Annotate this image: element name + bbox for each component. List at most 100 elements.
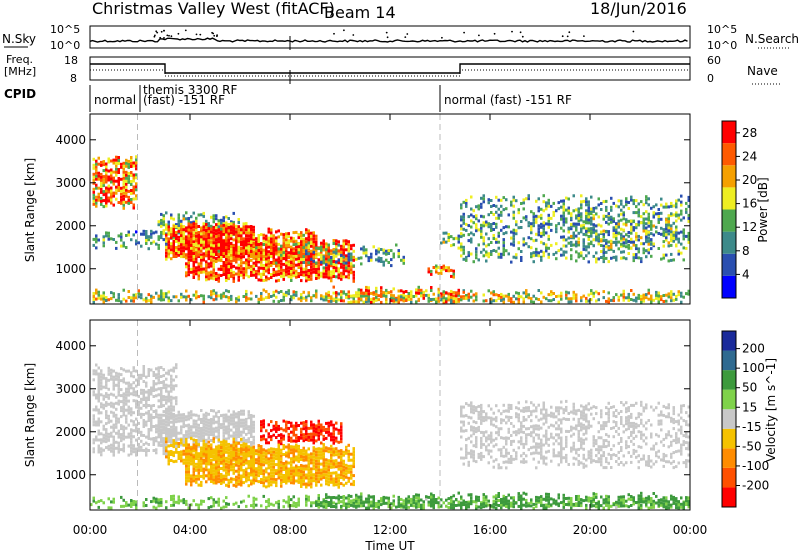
- heatmap-cell: [502, 253, 505, 257]
- heatmap-cell: [287, 272, 290, 276]
- heatmap-cell: [210, 293, 213, 297]
- heatmap-cell: [135, 369, 138, 373]
- heatmap-cell: [250, 435, 253, 438]
- heatmap-cell: [230, 250, 233, 254]
- heatmap-cell: [287, 244, 290, 248]
- heatmap-cell: [365, 288, 368, 292]
- heatmap-cell: [325, 430, 328, 434]
- heatmap-cell: [97, 417, 100, 421]
- heatmap-cell: [227, 290, 230, 294]
- heatmap-cell: [587, 206, 590, 210]
- heatmap-cell: [257, 246, 260, 249]
- heatmap-cell: [512, 294, 515, 298]
- heatmap-cell: [125, 170, 128, 174]
- heatmap-cell: [207, 277, 210, 281]
- heatmap-cell: [215, 420, 218, 424]
- heatmap-cell: [250, 432, 253, 435]
- heatmap-cell: [340, 434, 343, 438]
- heatmap-cell: [92, 378, 95, 382]
- heatmap-cell: [187, 240, 190, 244]
- heatmap-cell: [265, 237, 268, 241]
- heatmap-cell: [442, 267, 445, 271]
- heatmap-cell: [170, 368, 173, 372]
- heatmap-cell: [180, 443, 183, 447]
- heatmap-cell: [642, 226, 645, 230]
- heatmap-cell: [682, 258, 685, 262]
- heatmap-cell: [215, 445, 218, 449]
- heatmap-cell: [162, 431, 165, 435]
- heatmap-cell: [270, 273, 273, 276]
- heatmap-cell: [215, 451, 218, 455]
- heatmap-cell: [100, 450, 103, 454]
- heatmap-cell: [157, 375, 160, 379]
- heatmap-cell: [585, 299, 588, 303]
- heatmap-cell: [122, 410, 125, 414]
- heatmap-cell: [162, 232, 165, 236]
- heatmap-cell: [112, 414, 115, 418]
- heatmap-cell: [352, 249, 355, 253]
- heatmap-cell: [560, 205, 563, 209]
- heatmap-cell: [642, 217, 645, 221]
- heatmap-cell: [207, 271, 210, 275]
- heatmap-cell: [175, 430, 178, 434]
- heatmap-cell: [260, 438, 263, 442]
- heatmap-cell: [150, 416, 153, 420]
- heatmap-cell: [255, 246, 258, 250]
- heatmap-cell: [267, 295, 270, 299]
- heatmap-cell: [450, 297, 453, 301]
- heatmap-cell: [600, 256, 603, 259]
- heatmap-cell: [330, 262, 333, 265]
- heatmap-cell: [557, 249, 560, 253]
- heatmap-cell: [105, 168, 108, 172]
- heatmap-cell: [202, 439, 205, 443]
- heatmap-cell: [182, 452, 185, 456]
- heatmap-cell: [340, 428, 343, 432]
- heatmap-cell: [170, 425, 173, 429]
- heatmap-cell: [602, 214, 605, 218]
- heatmap-cell: [290, 264, 293, 267]
- heatmap-cell: [295, 293, 298, 297]
- heatmap-cell: [487, 213, 490, 217]
- heatmap-cell: [225, 255, 228, 258]
- heatmap-cell: [127, 296, 130, 299]
- heatmap-cell: [190, 447, 193, 451]
- heatmap-cell: [322, 437, 325, 441]
- heatmap-cell: [290, 239, 293, 243]
- heatmap-cell: [157, 235, 160, 239]
- heatmap-cell: [262, 273, 265, 276]
- heatmap-cell: [582, 232, 585, 236]
- heatmap-cell: [437, 290, 440, 294]
- heatmap-cell: [642, 221, 645, 225]
- heatmap-cell: [630, 222, 633, 226]
- heatmap-cell: [135, 194, 138, 198]
- heatmap-cell: [670, 204, 673, 208]
- heatmap-cell: [132, 450, 135, 454]
- heatmap-cell: [222, 442, 225, 446]
- heatmap-cell: [115, 425, 118, 429]
- heatmap-cell: [100, 172, 103, 176]
- heatmap-cell: [185, 441, 188, 444]
- heatmap-cell: [537, 209, 540, 213]
- heatmap-cell: [310, 277, 313, 281]
- heatmap-cell: [110, 171, 113, 175]
- heatmap-cell: [192, 228, 195, 232]
- heatmap-cell: [120, 300, 123, 304]
- heatmap-cell: [335, 254, 338, 258]
- heatmap-cell: [625, 203, 628, 207]
- heatmap-cell: [197, 277, 200, 281]
- heatmap-cell: [225, 477, 228, 481]
- heatmap-cell: [190, 410, 193, 414]
- heatmap-cell: [232, 211, 235, 215]
- heatmap-cell: [685, 234, 688, 238]
- heatmap-cell: [130, 410, 133, 414]
- heatmap-cell: [667, 232, 670, 236]
- heatmap-cell: [637, 213, 640, 217]
- heatmap-cell: [267, 432, 270, 436]
- heatmap-cell: [295, 239, 298, 243]
- heatmap-cell: [322, 428, 325, 432]
- heatmap-cell: [530, 231, 533, 235]
- heatmap-cell: [610, 239, 613, 243]
- heatmap-cell: [580, 227, 583, 231]
- heatmap-cell: [137, 292, 140, 296]
- heatmap-cell: [97, 420, 100, 424]
